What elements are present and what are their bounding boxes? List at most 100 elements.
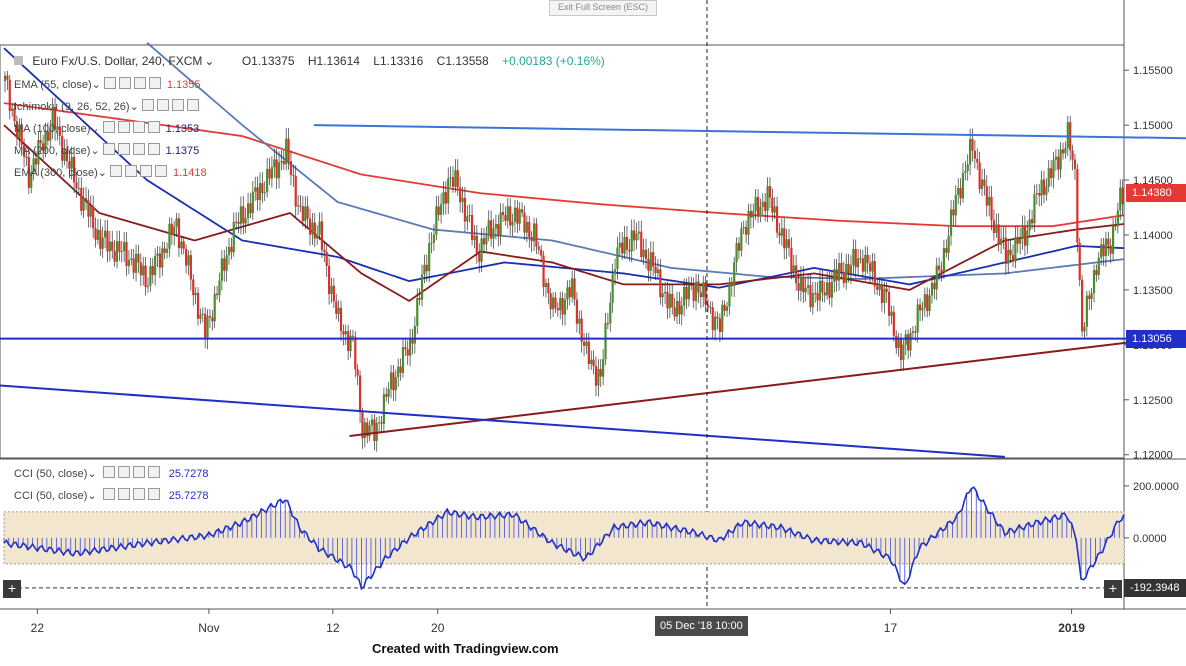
gear-icon[interactable] bbox=[117, 466, 130, 478]
crosshair-plus-left[interactable]: + bbox=[3, 580, 21, 598]
candle-body bbox=[87, 200, 90, 217]
gear-icon[interactable] bbox=[117, 488, 130, 500]
close-icon[interactable] bbox=[186, 99, 199, 111]
candle-body bbox=[678, 300, 681, 315]
ohlc-high: H1.13614 bbox=[307, 54, 360, 68]
plus-icon[interactable] bbox=[132, 466, 145, 478]
candle-body bbox=[487, 220, 490, 237]
close-icon[interactable] bbox=[147, 466, 160, 478]
eye-icon[interactable] bbox=[102, 466, 115, 478]
candle-body bbox=[382, 394, 385, 424]
candle-body bbox=[985, 185, 988, 206]
candle-body bbox=[154, 256, 157, 276]
eye-icon[interactable] bbox=[102, 121, 115, 133]
indicator-row[interactable]: MA (100, close)⌄ 1.1353 bbox=[14, 121, 199, 137]
candle-body bbox=[461, 197, 464, 203]
candle-body bbox=[818, 280, 822, 301]
candle-body bbox=[84, 198, 88, 201]
plus-icon[interactable] bbox=[171, 99, 184, 111]
candle-body bbox=[814, 293, 817, 295]
gear-icon[interactable] bbox=[117, 143, 130, 155]
chevron-down-icon[interactable]: ⌄ bbox=[90, 123, 100, 135]
close-icon[interactable] bbox=[154, 165, 167, 177]
indicator-row[interactable]: EMA (55, close)⌄ 1.1355 bbox=[14, 77, 201, 93]
candle-body bbox=[132, 258, 135, 273]
candle-body bbox=[892, 311, 895, 336]
plus-icon[interactable] bbox=[133, 77, 146, 89]
price-tick-label: 1.13500 bbox=[1133, 285, 1173, 297]
chevron-down-icon[interactable]: ⌄ bbox=[97, 167, 107, 179]
candle-body bbox=[759, 206, 762, 217]
candle-body bbox=[416, 297, 419, 327]
candle-body bbox=[463, 197, 467, 222]
candle-body bbox=[53, 107, 57, 130]
candle-body bbox=[466, 216, 469, 222]
eye-icon[interactable] bbox=[102, 143, 115, 155]
crosshair-plus-right[interactable]: + bbox=[1104, 580, 1122, 598]
gear-icon[interactable] bbox=[117, 121, 130, 133]
exit-fullscreen-button[interactable]: Exit Full Screen (ESC) bbox=[549, 0, 657, 16]
close-icon[interactable] bbox=[148, 77, 161, 89]
close-icon[interactable] bbox=[147, 488, 160, 500]
indicator-row[interactable]: Ichimoku (9, 26, 52, 26)⌄ bbox=[14, 99, 205, 115]
candle-body bbox=[540, 249, 543, 256]
candle-body bbox=[168, 223, 171, 249]
candle-body bbox=[432, 234, 436, 243]
candle-body bbox=[590, 359, 593, 364]
indicator-row[interactable]: EMA (300, close)⌄ 1.1418 bbox=[14, 165, 207, 181]
candle-body bbox=[261, 183, 264, 194]
candle-body bbox=[251, 191, 254, 214]
candle-body bbox=[318, 221, 321, 235]
indicator-value: 1.1353 bbox=[165, 123, 200, 135]
eye-icon[interactable] bbox=[102, 488, 115, 500]
candle-body bbox=[494, 224, 497, 229]
candle-body bbox=[299, 205, 302, 207]
candle-body bbox=[828, 282, 831, 298]
gear-icon[interactable] bbox=[124, 165, 137, 177]
candle-body bbox=[885, 288, 888, 292]
candle-body bbox=[313, 222, 316, 239]
candle-body bbox=[275, 159, 278, 179]
eye-icon[interactable] bbox=[109, 165, 122, 177]
indicator-name: EMA (300, close) bbox=[14, 167, 98, 179]
gear-icon[interactable] bbox=[156, 99, 169, 111]
symbol-dropdown-icon[interactable]: ⌄ bbox=[204, 54, 215, 68]
plus-icon[interactable] bbox=[132, 121, 145, 133]
candle-body bbox=[971, 139, 974, 151]
candle-body bbox=[123, 241, 126, 252]
gear-icon[interactable] bbox=[118, 77, 131, 89]
candle-body bbox=[349, 335, 352, 351]
chevron-down-icon[interactable]: ⌄ bbox=[90, 145, 100, 157]
candle-body bbox=[404, 347, 407, 350]
candle-body bbox=[840, 263, 843, 272]
candle-body bbox=[895, 335, 898, 349]
candle-body bbox=[189, 255, 192, 280]
eye-icon[interactable] bbox=[141, 99, 154, 111]
chevron-down-icon[interactable]: ⌄ bbox=[91, 79, 101, 91]
symbol-title[interactable]: Euro Fx/U.S. Dollar, 240, FXCM bbox=[32, 54, 203, 68]
cci-row-2[interactable]: CCI (50, close)⌄ 25.7278 bbox=[14, 488, 209, 502]
candle-body bbox=[144, 265, 147, 288]
candle-body bbox=[575, 299, 579, 324]
cci-row-1[interactable]: CCI (50, close)⌄ 25.7278 bbox=[14, 466, 209, 480]
close-icon[interactable] bbox=[147, 121, 160, 133]
indicator-row[interactable]: MA (200, close)⌄ 1.1375 bbox=[14, 143, 199, 159]
candle-body bbox=[89, 206, 92, 217]
candle-body bbox=[13, 108, 16, 122]
cci-value: 25.7278 bbox=[168, 490, 209, 502]
close-icon[interactable] bbox=[147, 143, 160, 155]
candle-body bbox=[163, 248, 166, 253]
plus-icon[interactable] bbox=[132, 143, 145, 155]
candle-body bbox=[1016, 236, 1019, 244]
plus-icon[interactable] bbox=[139, 165, 152, 177]
chevron-down-icon[interactable]: ⌄ bbox=[129, 101, 139, 113]
eye-icon[interactable] bbox=[103, 77, 116, 89]
candle-body bbox=[1102, 244, 1105, 256]
candle-body bbox=[27, 157, 30, 188]
candle-body bbox=[304, 206, 307, 222]
trendline-rising-support bbox=[349, 334, 1186, 438]
plus-icon[interactable] bbox=[132, 488, 145, 500]
candle-body bbox=[947, 235, 950, 253]
candle-body bbox=[358, 375, 362, 413]
